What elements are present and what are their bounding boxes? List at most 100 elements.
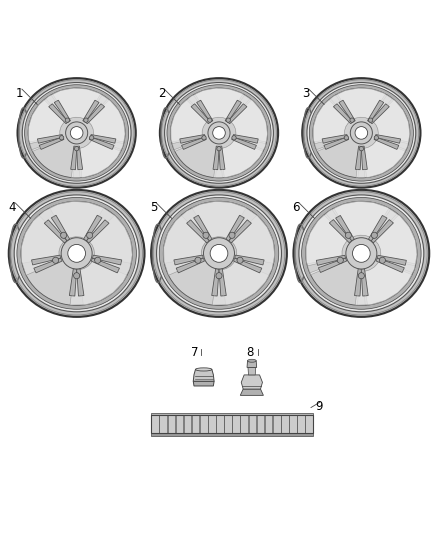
Ellipse shape <box>374 135 378 140</box>
Polygon shape <box>230 100 268 142</box>
Polygon shape <box>229 220 251 243</box>
Ellipse shape <box>167 85 271 181</box>
Ellipse shape <box>247 359 256 362</box>
Polygon shape <box>32 255 61 265</box>
Ellipse shape <box>89 135 94 140</box>
Polygon shape <box>225 100 241 122</box>
Polygon shape <box>77 146 83 169</box>
Text: 9: 9 <box>315 400 323 413</box>
Ellipse shape <box>344 135 349 140</box>
Ellipse shape <box>195 368 212 371</box>
Ellipse shape <box>213 127 225 139</box>
Polygon shape <box>358 149 365 178</box>
Polygon shape <box>265 415 272 433</box>
Polygon shape <box>313 88 410 177</box>
Polygon shape <box>46 95 67 121</box>
Ellipse shape <box>163 201 275 305</box>
Ellipse shape <box>293 190 429 317</box>
Polygon shape <box>194 215 212 241</box>
Polygon shape <box>233 258 262 273</box>
Ellipse shape <box>346 238 377 269</box>
Ellipse shape <box>302 197 421 309</box>
Polygon shape <box>86 95 108 121</box>
Polygon shape <box>322 134 348 143</box>
Polygon shape <box>182 137 206 149</box>
Polygon shape <box>73 149 80 178</box>
Ellipse shape <box>28 88 125 178</box>
Text: 1: 1 <box>15 87 23 100</box>
Polygon shape <box>273 415 280 433</box>
Ellipse shape <box>350 118 354 122</box>
Polygon shape <box>235 255 264 265</box>
Polygon shape <box>168 415 175 433</box>
Ellipse shape <box>337 257 343 263</box>
Polygon shape <box>54 100 71 122</box>
Polygon shape <box>86 220 109 243</box>
Ellipse shape <box>84 118 88 122</box>
Polygon shape <box>334 201 389 238</box>
Polygon shape <box>151 413 313 415</box>
Polygon shape <box>79 260 127 305</box>
Polygon shape <box>192 201 246 239</box>
Ellipse shape <box>229 232 235 238</box>
Polygon shape <box>357 271 365 305</box>
Ellipse shape <box>208 118 212 122</box>
Polygon shape <box>364 261 412 305</box>
Ellipse shape <box>371 232 378 238</box>
Polygon shape <box>172 136 203 150</box>
Ellipse shape <box>232 135 236 140</box>
Polygon shape <box>170 100 208 142</box>
Ellipse shape <box>355 127 367 139</box>
Ellipse shape <box>9 190 145 317</box>
Polygon shape <box>171 88 268 177</box>
Polygon shape <box>354 269 361 296</box>
Text: 3: 3 <box>302 87 310 100</box>
Ellipse shape <box>299 195 424 312</box>
Polygon shape <box>336 215 354 241</box>
Ellipse shape <box>204 238 234 269</box>
Polygon shape <box>84 215 102 241</box>
Ellipse shape <box>379 257 385 263</box>
Ellipse shape <box>306 201 417 305</box>
Ellipse shape <box>358 273 364 279</box>
Polygon shape <box>213 146 219 169</box>
Ellipse shape <box>350 122 372 144</box>
Polygon shape <box>329 220 352 243</box>
Polygon shape <box>192 415 199 433</box>
Polygon shape <box>316 255 346 265</box>
Ellipse shape <box>87 232 93 238</box>
Ellipse shape <box>309 85 413 181</box>
Polygon shape <box>325 209 351 239</box>
Polygon shape <box>212 269 219 296</box>
Ellipse shape <box>302 78 420 188</box>
Polygon shape <box>231 215 275 263</box>
Polygon shape <box>191 104 211 124</box>
Polygon shape <box>235 136 266 150</box>
Polygon shape <box>249 415 256 433</box>
Polygon shape <box>215 149 223 178</box>
Ellipse shape <box>151 190 287 317</box>
Polygon shape <box>363 139 406 177</box>
Ellipse shape <box>18 78 136 188</box>
Polygon shape <box>71 146 77 169</box>
Ellipse shape <box>74 147 79 151</box>
Polygon shape <box>233 415 240 433</box>
Polygon shape <box>78 139 121 177</box>
Polygon shape <box>370 104 389 124</box>
Polygon shape <box>247 361 257 367</box>
Polygon shape <box>314 136 346 150</box>
Polygon shape <box>85 104 105 124</box>
Polygon shape <box>89 215 132 263</box>
Ellipse shape <box>203 232 209 238</box>
Text: 4: 4 <box>9 201 16 214</box>
Ellipse shape <box>65 118 70 122</box>
Ellipse shape <box>156 195 282 312</box>
Polygon shape <box>232 137 256 149</box>
Polygon shape <box>180 134 205 143</box>
Polygon shape <box>34 258 62 273</box>
Polygon shape <box>367 100 384 122</box>
Polygon shape <box>306 201 417 305</box>
Ellipse shape <box>345 232 351 238</box>
Polygon shape <box>361 269 368 296</box>
Polygon shape <box>376 258 404 272</box>
